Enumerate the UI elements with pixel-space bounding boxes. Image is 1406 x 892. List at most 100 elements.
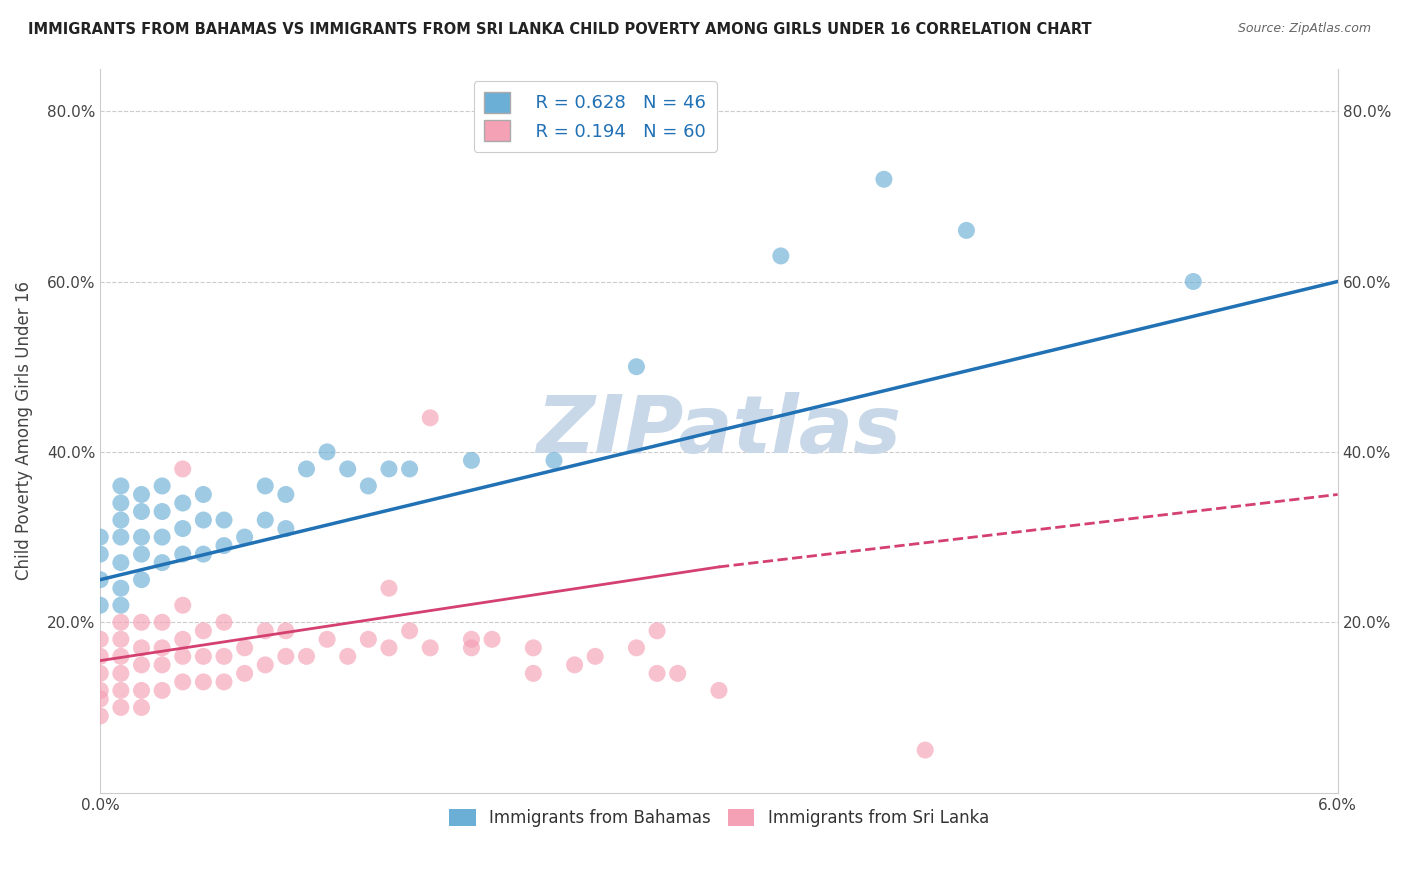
Point — [233, 530, 256, 544]
Point — [233, 666, 256, 681]
Point — [398, 624, 420, 638]
Point — [378, 581, 401, 595]
Point — [460, 453, 482, 467]
Point — [89, 666, 111, 681]
Point — [131, 615, 153, 630]
Point — [522, 666, 544, 681]
Point — [172, 496, 194, 510]
Point — [254, 513, 277, 527]
Point — [212, 539, 235, 553]
Point — [150, 479, 173, 493]
Point — [150, 504, 173, 518]
Point — [645, 624, 668, 638]
Point — [150, 683, 173, 698]
Point — [254, 479, 277, 493]
Point — [131, 547, 153, 561]
Point — [212, 615, 235, 630]
Point — [274, 624, 297, 638]
Point — [89, 547, 111, 561]
Point — [89, 649, 111, 664]
Point — [274, 522, 297, 536]
Point — [110, 556, 132, 570]
Point — [131, 504, 153, 518]
Point — [110, 496, 132, 510]
Point — [398, 462, 420, 476]
Point — [583, 649, 606, 664]
Point — [274, 487, 297, 501]
Point — [295, 462, 318, 476]
Point — [419, 640, 441, 655]
Point — [89, 709, 111, 723]
Point — [707, 683, 730, 698]
Point — [193, 513, 215, 527]
Point — [481, 632, 503, 647]
Point — [212, 513, 235, 527]
Point — [645, 666, 668, 681]
Point — [193, 487, 215, 501]
Point — [172, 462, 194, 476]
Point — [172, 649, 194, 664]
Point — [914, 743, 936, 757]
Point — [131, 683, 153, 698]
Text: IMMIGRANTS FROM BAHAMAS VS IMMIGRANTS FROM SRI LANKA CHILD POVERTY AMONG GIRLS U: IMMIGRANTS FROM BAHAMAS VS IMMIGRANTS FR… — [28, 22, 1091, 37]
Point — [131, 530, 153, 544]
Point — [150, 530, 173, 544]
Y-axis label: Child Poverty Among Girls Under 16: Child Poverty Among Girls Under 16 — [15, 281, 32, 580]
Point — [110, 479, 132, 493]
Point — [666, 666, 689, 681]
Point — [110, 666, 132, 681]
Point — [460, 632, 482, 647]
Point — [110, 530, 132, 544]
Point — [110, 649, 132, 664]
Point — [150, 640, 173, 655]
Point — [172, 674, 194, 689]
Point — [89, 683, 111, 698]
Point — [336, 462, 359, 476]
Point — [110, 632, 132, 647]
Point — [378, 462, 401, 476]
Point — [357, 479, 380, 493]
Point — [110, 599, 132, 613]
Point — [89, 632, 111, 647]
Point — [1182, 275, 1205, 289]
Text: ZIPatlas: ZIPatlas — [537, 392, 901, 469]
Point — [193, 624, 215, 638]
Text: Source: ZipAtlas.com: Source: ZipAtlas.com — [1237, 22, 1371, 36]
Point — [564, 657, 586, 672]
Point — [460, 640, 482, 655]
Point — [172, 599, 194, 613]
Point — [295, 649, 318, 664]
Point — [89, 692, 111, 706]
Point — [131, 657, 153, 672]
Point — [193, 649, 215, 664]
Point — [254, 657, 277, 672]
Point — [172, 632, 194, 647]
Point — [873, 172, 896, 186]
Point — [336, 649, 359, 664]
Point — [193, 674, 215, 689]
Point — [316, 445, 339, 459]
Point — [172, 547, 194, 561]
Point — [274, 649, 297, 664]
Point — [172, 522, 194, 536]
Point — [150, 615, 173, 630]
Point — [110, 615, 132, 630]
Point — [110, 581, 132, 595]
Point — [626, 640, 648, 655]
Point — [212, 649, 235, 664]
Point — [212, 674, 235, 689]
Point — [131, 700, 153, 714]
Point — [131, 487, 153, 501]
Legend: Immigrants from Bahamas, Immigrants from Sri Lanka: Immigrants from Bahamas, Immigrants from… — [440, 800, 997, 835]
Point — [110, 700, 132, 714]
Point — [89, 599, 111, 613]
Point — [316, 632, 339, 647]
Point — [955, 223, 977, 237]
Point — [357, 632, 380, 647]
Point — [110, 513, 132, 527]
Point — [543, 453, 565, 467]
Point — [193, 547, 215, 561]
Point — [89, 530, 111, 544]
Point — [769, 249, 792, 263]
Point — [131, 640, 153, 655]
